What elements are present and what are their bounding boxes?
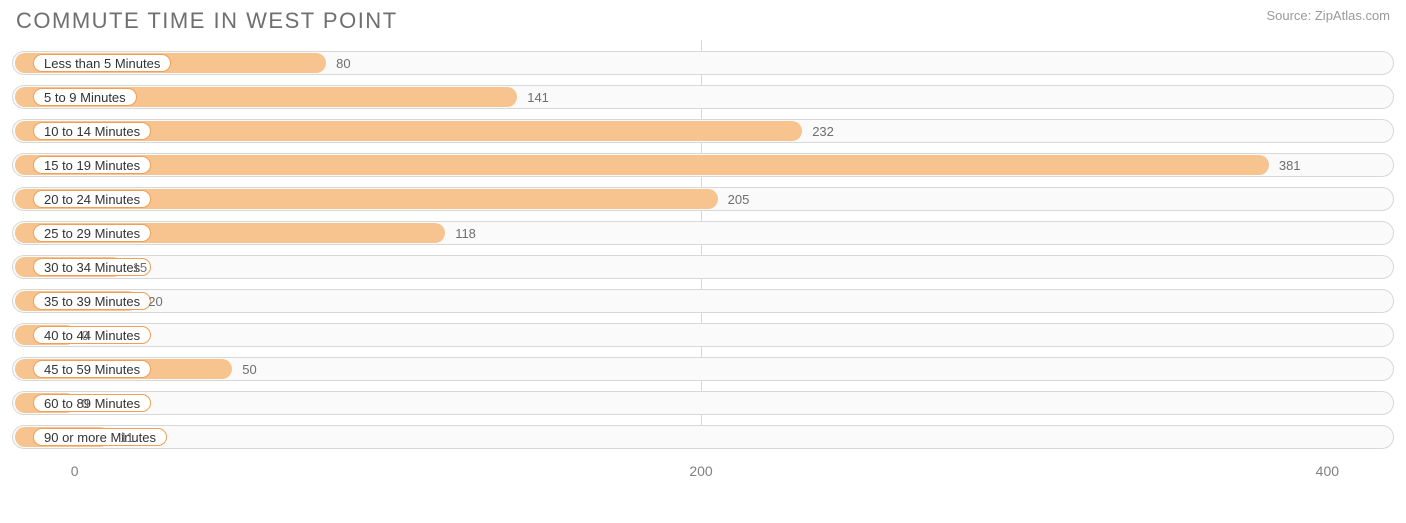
category-pill: 35 to 39 Minutes [33,292,151,310]
value-label: 232 [812,120,834,142]
chart-x-axis: 0 200 400 [12,459,1394,487]
category-pill: 25 to 29 Minutes [33,224,151,242]
bar-row: 40 to 44 Minutes0 [12,323,1394,347]
chart-title: COMMUTE TIME IN WEST POINT [16,8,398,34]
bar-fill [15,155,1269,175]
category-pill: 45 to 59 Minutes [33,360,151,378]
value-label: 205 [728,188,750,210]
bar-row: 15 to 19 Minutes 381 [12,153,1394,177]
chart-source: Source: ZipAtlas.com [1266,8,1390,23]
category-pill: 60 to 89 Minutes [33,394,151,412]
category-pill: 10 to 14 Minutes [33,122,151,140]
chart-plot: Less than 5 Minutes 80 5 to 9 Minutes 141 10… [12,40,1394,480]
category-pill: 15 to 19 Minutes [33,156,151,174]
value-label: 20 [148,290,162,312]
bar-row: 5 to 9 Minutes 141 [12,85,1394,109]
value-label: 381 [1279,154,1301,176]
category-pill: 5 to 9 Minutes [33,88,137,106]
axis-tick-label: 200 [689,463,712,479]
value-label: 118 [455,222,476,244]
axis-tick-label: 400 [1316,463,1339,479]
bar-row: 45 to 59 Minutes 50 [12,357,1394,381]
chart-container: COMMUTE TIME IN WEST POINT Source: ZipAt… [0,0,1406,523]
chart-bars-area: Less than 5 Minutes 80 5 to 9 Minutes 141 10… [12,40,1394,449]
bar-row: 20 to 24 Minutes 205 [12,187,1394,211]
bar-row: 10 to 14 Minutes 232 [12,119,1394,143]
bar-row: 60 to 89 Minutes0 [12,391,1394,415]
value-label: 80 [336,52,350,74]
category-pill: 20 to 24 Minutes [33,190,151,208]
axis-tick-label: 0 [71,463,79,479]
category-pill: 90 or more Minutes [33,428,167,446]
bar-row: 90 or more Minutes11 [12,425,1394,449]
value-label: 50 [242,358,256,380]
value-label: 0 [82,392,89,414]
chart-header: COMMUTE TIME IN WEST POINT Source: ZipAt… [12,8,1394,40]
bar-row: 30 to 34 Minutes15 [12,255,1394,279]
value-label: 11 [120,426,134,448]
category-pill: 40 to 44 Minutes [33,326,151,344]
category-pill: Less than 5 Minutes [33,54,171,72]
value-label: 15 [133,256,147,278]
bar-row: Less than 5 Minutes 80 [12,51,1394,75]
value-label: 141 [527,86,549,108]
bar-row: 25 to 29 Minutes 118 [12,221,1394,245]
value-label: 0 [82,324,89,346]
bar-row: 35 to 39 Minutes20 [12,289,1394,313]
